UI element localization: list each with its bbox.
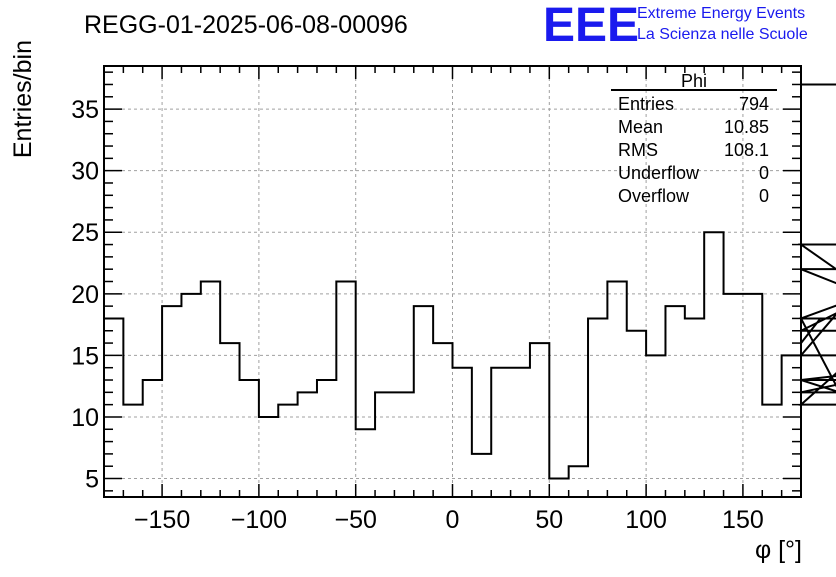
stats-value-overflow: 0 [759, 186, 769, 206]
stats-label-rms: RMS [618, 140, 658, 160]
histogram-bin-20 [491, 368, 510, 497]
histogram-bin-13 [356, 429, 375, 497]
y-tick-labels: 5 10 15 20 25 30 35 [71, 96, 99, 493]
stats-title: Phi [681, 71, 707, 91]
stats-box: Phi Entries 794 Mean 10.85 RMS 108.1 Und… [611, 71, 777, 206]
histogram-bin-11 [317, 380, 336, 497]
histogram-bin-21 [511, 368, 530, 497]
eee-logo-line2: La Scienza nelle Scuole [637, 26, 808, 43]
y-tick-label-5: 30 [71, 158, 99, 186]
stats-value-rms: 108.1 [724, 140, 769, 160]
histogram-bin-12 [336, 282, 355, 498]
histogram-bin-17 [433, 343, 452, 497]
histogram-bin-22 [530, 343, 549, 497]
x-tick-label-0: −150 [134, 506, 190, 534]
stats-label-underflow: Underflow [618, 163, 700, 183]
histogram-bin-16 [414, 306, 433, 497]
histogram-bin-5 [201, 282, 220, 498]
histogram-bin-19 [472, 454, 491, 497]
histogram-bin-1 [123, 405, 142, 497]
stats-label-mean: Mean [618, 117, 663, 137]
histogram-bin-27 [627, 331, 646, 497]
x-axis-title: φ [°] [755, 536, 802, 564]
histogram-bin-10 [298, 392, 317, 497]
stats-label-entries: Entries [618, 94, 674, 114]
histogram-outline [103, 83, 836, 497]
histogram-bin-34 [762, 405, 781, 497]
histogram-bin-15 [394, 392, 413, 497]
x-tick-label-5: 100 [625, 506, 667, 534]
histogram-bin-18 [453, 368, 472, 497]
axis-ticks [104, 66, 801, 497]
y-tick-label-4: 25 [71, 219, 99, 247]
eee-logo: EEE Extreme Energy Events La Scienza nel… [543, 0, 808, 52]
stats-value-mean: 10.85 [724, 117, 769, 137]
histogram-bin-23 [549, 479, 568, 497]
stats-label-overflow: Overflow [618, 186, 690, 206]
y-tick-label-2: 15 [71, 342, 99, 370]
eee-logo-line1: Extreme Energy Events [637, 5, 805, 22]
histogram-bin-24 [569, 466, 588, 497]
histogram-bin-33 [743, 294, 762, 497]
histogram-bin-35 [782, 355, 801, 497]
stats-value-underflow: 0 [759, 163, 769, 183]
histogram-bin-14 [375, 392, 394, 497]
histogram-bin-26 [607, 282, 626, 498]
histogram-bin-31 [704, 232, 723, 497]
histogram-bin-6 [220, 343, 239, 497]
x-tick-label-1: −100 [231, 506, 287, 534]
histogram-bin-7 [240, 380, 259, 497]
histogram-bin-32 [724, 294, 743, 497]
histogram-bin-8 [259, 417, 278, 497]
x-tick-label-6: 150 [722, 506, 764, 534]
histogram-bin-29 [665, 306, 684, 497]
histogram-bin-4 [181, 294, 200, 497]
histogram-bin-30 [685, 318, 704, 497]
x-tick-labels: −150 −100 −50 0 50 100 150 [134, 506, 764, 534]
histogram-bin-28 [646, 355, 665, 497]
y-tick-label-1: 10 [71, 404, 99, 432]
histogram-bin-9 [278, 405, 297, 497]
stats-value-entries: 794 [739, 94, 769, 114]
histogram-bin-2 [143, 380, 162, 497]
histogram-bin-3 [162, 306, 181, 497]
eee-logo-text: EEE [543, 0, 639, 52]
plot-title: REGG-01-2025-06-08-00096 [84, 11, 408, 39]
histogram-bin-25 [588, 318, 607, 497]
y-tick-label-0: 5 [85, 466, 99, 494]
y-tick-label-3: 20 [71, 281, 99, 309]
histogram-bin-0 [104, 318, 123, 497]
y-tick-label-6: 35 [71, 96, 99, 124]
x-tick-label-2: −50 [334, 506, 376, 534]
x-tick-label-3: 0 [446, 506, 460, 534]
y-axis-title: Entries/bin [9, 40, 37, 158]
x-tick-label-4: 50 [535, 506, 563, 534]
